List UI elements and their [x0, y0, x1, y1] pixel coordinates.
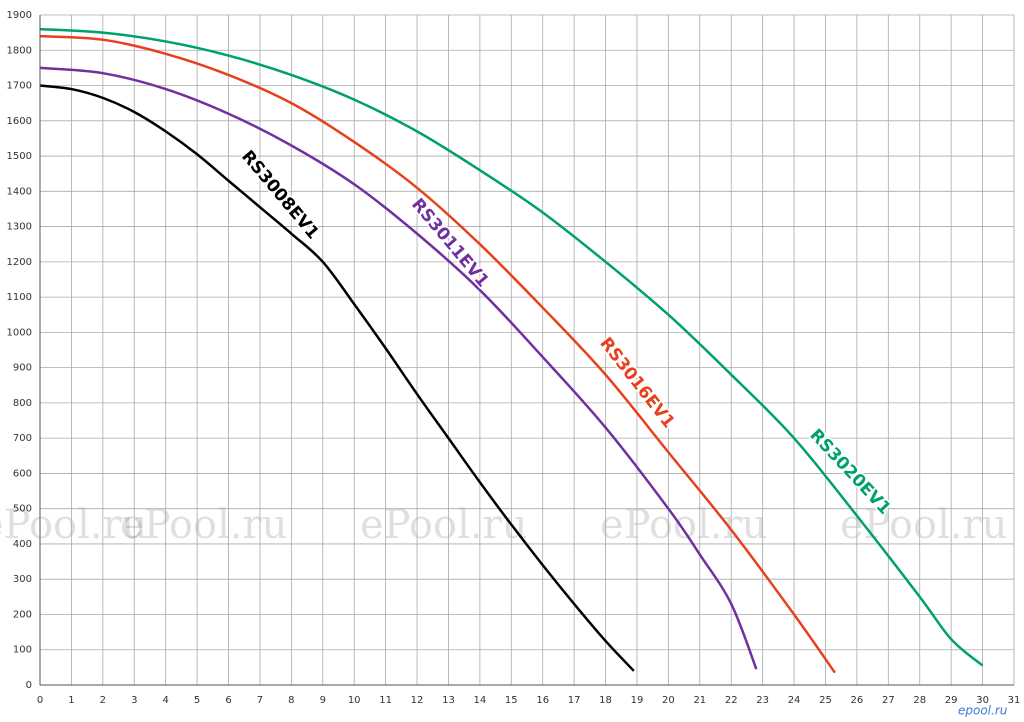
y-tick-label: 1300	[7, 222, 32, 233]
x-tick-label: 6	[225, 695, 231, 706]
y-tick-label: 1500	[7, 151, 32, 162]
y-tick-label: 700	[13, 433, 32, 444]
x-tick-label: 5	[194, 695, 200, 706]
x-tick-label: 18	[599, 695, 612, 706]
y-tick-label: 900	[13, 363, 32, 374]
x-tick-label: 9	[320, 695, 326, 706]
x-tick-label: 2	[100, 695, 106, 706]
y-tick-label: 1400	[7, 186, 32, 197]
x-tick-label: 24	[788, 695, 801, 706]
y-tick-label: 1800	[7, 45, 32, 56]
y-tick-label: 800	[13, 398, 32, 409]
y-tick-label: 1100	[7, 292, 32, 303]
y-tick-label: 0	[26, 680, 32, 691]
x-tick-label: 22	[725, 695, 738, 706]
y-tick-label: 500	[13, 504, 32, 515]
x-tick-label: 21	[693, 695, 706, 706]
curve	[39, 34, 836, 674]
x-tick-label: 19	[631, 695, 644, 706]
x-tick-label: 23	[756, 695, 769, 706]
y-tick-label: 1600	[7, 116, 32, 127]
x-tick-label: 31	[1008, 695, 1021, 706]
logo: epool.ru	[958, 704, 1008, 718]
y-tick-label: 1200	[7, 257, 32, 268]
x-tick-label: 26	[851, 695, 864, 706]
x-tick-label: 27	[882, 695, 895, 706]
y-tick-label: 200	[13, 609, 32, 620]
x-tick-label: 25	[819, 695, 832, 706]
y-tick-label: 100	[13, 645, 32, 656]
x-tick-label: 15	[505, 695, 518, 706]
x-tick-label: 7	[257, 695, 263, 706]
x-tick-label: 14	[474, 695, 487, 706]
x-tick-label: 3	[131, 695, 137, 706]
curve-label: RS3008EV1	[237, 147, 323, 244]
x-tick-label: 11	[379, 695, 392, 706]
x-tick-label: 4	[162, 695, 168, 706]
y-tick-label: 600	[13, 468, 32, 479]
y-tick-label: 1000	[7, 327, 32, 338]
x-tick-label: 28	[913, 695, 926, 706]
y-tick-label: 400	[13, 539, 32, 550]
x-tick-label: 20	[662, 695, 675, 706]
x-tick-label: 17	[568, 695, 581, 706]
x-tick-label: 30	[976, 695, 989, 706]
curve	[39, 66, 758, 670]
x-tick-label: 13	[442, 695, 455, 706]
watermark: ePool.ru	[0, 502, 148, 548]
x-tick-label: 1	[68, 695, 74, 706]
x-tick-label: 10	[348, 695, 361, 706]
x-tick-label: 8	[288, 695, 294, 706]
curve	[39, 27, 984, 667]
y-tick-label: 300	[13, 574, 32, 585]
x-tick-label: 29	[945, 695, 958, 706]
y-tick-label: 1900	[7, 10, 32, 21]
x-tick-label: 16	[536, 695, 549, 706]
x-tick-label: 12	[411, 695, 424, 706]
x-tick-label: 0	[37, 695, 43, 706]
y-tick-label: 1700	[7, 81, 32, 92]
watermark: ePool.ru	[840, 502, 1008, 548]
curve	[39, 84, 635, 672]
